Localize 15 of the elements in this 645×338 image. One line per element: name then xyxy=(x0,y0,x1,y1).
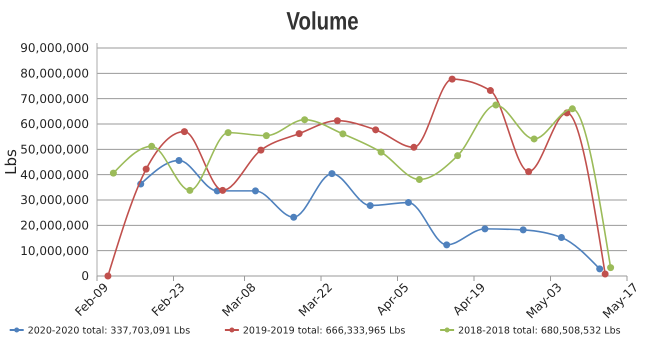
y-tick-label: 30,000,000 xyxy=(20,193,89,208)
y-tick-label: 50,000,000 xyxy=(20,142,89,157)
legend-label: 2018-2018 total: 680,508,532 Lbs xyxy=(458,325,621,336)
y-tick-label: 60,000,000 xyxy=(20,117,89,132)
y-tick-label: 40,000,000 xyxy=(20,168,89,182)
y-tick-label: 10,000,000 xyxy=(20,244,89,258)
y-tick-label: 0 xyxy=(81,269,89,284)
y-tick-label: 70,000,000 xyxy=(20,92,89,106)
chart-title: Volume xyxy=(286,6,359,35)
y-tick-label: 90,000,000 xyxy=(20,41,89,56)
legend-label: 2019-2019 total: 666,333,965 Lbs xyxy=(242,325,406,336)
y-tick-label: 80,000,000 xyxy=(20,66,89,81)
legend-label: 2020-2020 total: 337,703,091 Lbs xyxy=(28,325,190,336)
y-axis-title: Lbs xyxy=(2,148,20,175)
y-tick-label: 20,000,000 xyxy=(20,218,89,233)
